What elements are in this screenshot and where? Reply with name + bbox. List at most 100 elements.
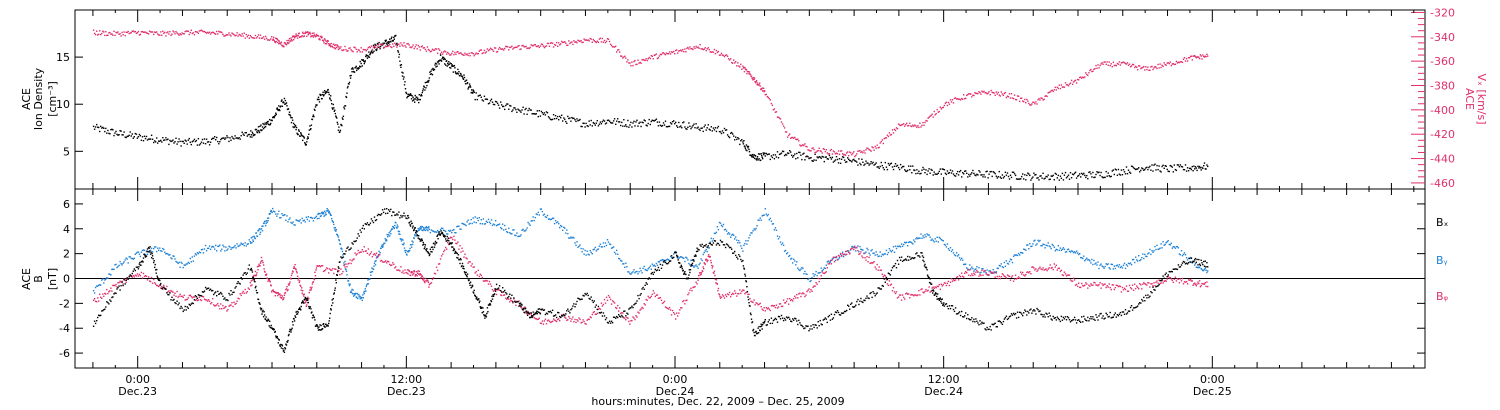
density-point: [333, 107, 335, 109]
vx-point: [1068, 83, 1071, 85]
by-point: [986, 269, 988, 271]
by-point: [1068, 250, 1071, 252]
by-point: [931, 238, 933, 240]
vx-point: [427, 48, 430, 51]
by-point: [758, 219, 760, 221]
density-point: [550, 119, 553, 121]
vx-point: [351, 50, 353, 52]
vx-point: [292, 39, 295, 41]
density-point: [648, 118, 650, 121]
density-point: [826, 158, 828, 160]
by-point: [689, 264, 691, 266]
by-point: [786, 252, 789, 254]
by-point: [370, 274, 372, 276]
vx-point: [507, 46, 509, 48]
bz-point: [360, 251, 362, 253]
by-point: [259, 233, 261, 235]
vx-point: [1050, 90, 1052, 92]
by-point: [445, 230, 447, 233]
density-point: [739, 143, 741, 146]
vx-point: [174, 33, 176, 35]
by-point: [466, 221, 468, 223]
vx-point: [149, 31, 152, 33]
vx-point: [674, 53, 676, 55]
bz-point: [274, 291, 276, 293]
vx-point: [444, 50, 446, 52]
vx-point: [314, 35, 316, 37]
by-point: [910, 241, 912, 243]
vx-point: [97, 34, 99, 36]
bz-point: [566, 319, 568, 321]
bz-point: [217, 302, 219, 305]
vx-point: [519, 48, 521, 51]
bz-point: [202, 296, 205, 298]
bz-point: [882, 276, 884, 278]
by-point: [146, 253, 149, 255]
density-point: [304, 143, 306, 145]
density-point: [814, 153, 816, 155]
by-point: [1085, 258, 1087, 261]
vx-point: [855, 154, 857, 157]
density-point: [273, 116, 275, 119]
bz-point: [652, 290, 654, 292]
vx-point: [228, 32, 230, 34]
vx-point: [1003, 92, 1006, 95]
bz-point: [599, 308, 602, 310]
density-point: [335, 115, 337, 117]
vx-point: [563, 41, 565, 43]
bz-point: [373, 253, 376, 255]
bz-point: [111, 290, 113, 292]
by-point: [686, 257, 688, 259]
bz-point: [591, 313, 593, 316]
vx-point: [376, 46, 379, 48]
by-point: [309, 216, 312, 219]
by-point: [992, 268, 994, 271]
bz-point: [805, 294, 807, 296]
vx-point: [503, 49, 505, 51]
vx-point: [397, 43, 399, 45]
by-point: [509, 232, 511, 234]
bz-point: [718, 294, 721, 296]
bz-point: [295, 270, 298, 273]
bz-point: [382, 261, 385, 263]
density-point: [697, 126, 699, 128]
by-point: [135, 252, 138, 254]
density-point: [512, 109, 514, 111]
by-point: [616, 249, 618, 252]
bz-point: [101, 297, 103, 299]
density-point: [351, 67, 354, 69]
density-point: [682, 122, 684, 124]
by-point: [632, 271, 634, 273]
by-point: [728, 233, 731, 235]
vx-point: [622, 57, 624, 59]
density-point: [312, 114, 315, 116]
vx-point: [961, 97, 963, 100]
bz-point: [445, 246, 447, 249]
by-point: [528, 223, 530, 225]
bz-point: [381, 261, 384, 263]
by-point: [1031, 245, 1033, 247]
by-point: [576, 241, 578, 243]
density-point: [979, 171, 981, 173]
vx-point: [329, 44, 331, 46]
by-point: [603, 245, 606, 248]
bz-point: [480, 274, 482, 277]
vx-point: [891, 129, 894, 131]
vx-point: [596, 40, 598, 42]
vx-point: [662, 52, 665, 54]
by-point: [363, 291, 365, 293]
vx-point: [1019, 100, 1021, 103]
density-point: [996, 177, 998, 179]
vx-point: [1194, 55, 1196, 57]
density-point: [329, 97, 331, 99]
density-point: [417, 97, 419, 99]
by-point: [314, 216, 317, 219]
by-point: [1066, 248, 1069, 251]
bz-point: [222, 304, 224, 307]
density-point: [911, 172, 913, 174]
bz-point: [811, 290, 813, 292]
bz-point: [585, 323, 587, 325]
vx-point: [407, 42, 409, 45]
by-point: [691, 259, 693, 261]
density-point: [373, 50, 375, 52]
